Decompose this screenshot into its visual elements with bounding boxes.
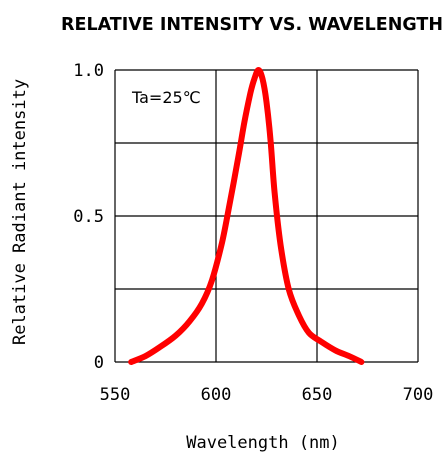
intensity-curve bbox=[128, 67, 365, 365]
x-tick-label: 550 bbox=[100, 385, 131, 405]
x-tick-label: 650 bbox=[302, 385, 333, 405]
chart-title: RELATIVE INTENSITY VS. WAVELENGTH bbox=[61, 15, 443, 35]
x-tick-label: 700 bbox=[403, 385, 434, 405]
plot-area bbox=[128, 67, 365, 365]
grid bbox=[114, 69, 419, 363]
x-axis-ticks: 550 600 650 700 bbox=[100, 385, 434, 405]
y-tick-label: 0 bbox=[94, 353, 104, 373]
y-axis-label: Relative Radiant intensity bbox=[10, 79, 30, 345]
x-tick-label: 600 bbox=[201, 385, 232, 405]
y-tick-label: 1.0 bbox=[73, 61, 104, 81]
y-axis-ticks: 0 0.5 1.0 bbox=[73, 61, 104, 373]
temperature-annotation: Ta=25℃ bbox=[131, 88, 201, 107]
x-axis-label: Wavelength (nm) bbox=[186, 433, 340, 453]
y-tick-label: 0.5 bbox=[73, 207, 104, 227]
